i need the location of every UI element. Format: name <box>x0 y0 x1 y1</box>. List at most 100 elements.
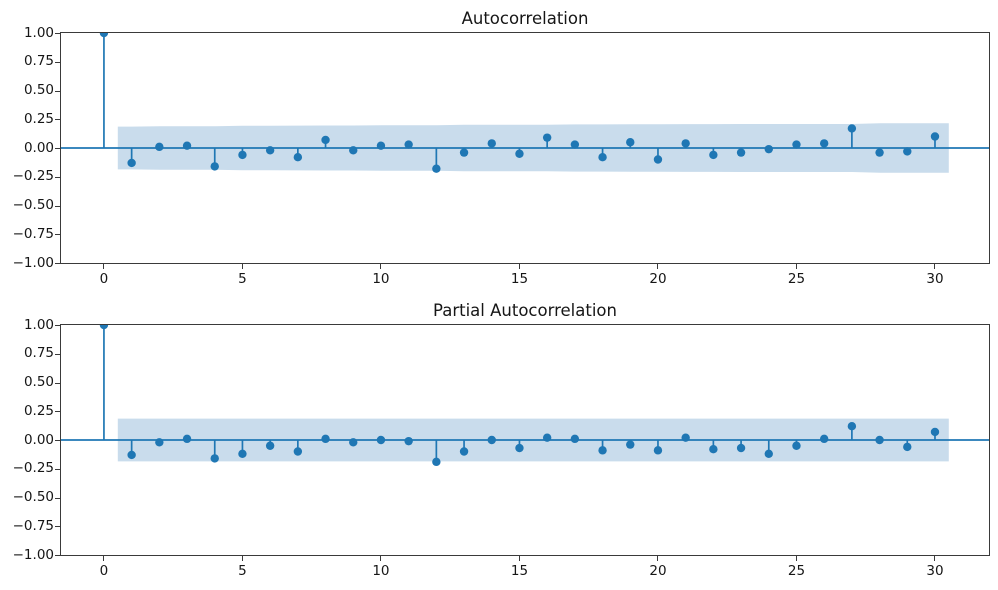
stem-marker <box>238 150 247 160</box>
stem-marker <box>819 434 829 444</box>
stem-marker <box>155 438 164 447</box>
stem-marker <box>736 148 746 157</box>
y-tick-mark <box>55 91 60 92</box>
stem-marker <box>709 150 718 160</box>
y-tick-mark <box>55 62 60 63</box>
stem-marker <box>238 449 247 458</box>
acf-plot-frame <box>60 32 990 264</box>
stem-marker <box>764 449 773 458</box>
y-tick-mark <box>55 263 60 264</box>
x-tick-label: 30 <box>926 563 944 579</box>
y-tick-mark <box>55 325 60 326</box>
y-tick-label: −0.50 <box>12 197 54 213</box>
stem-marker <box>847 124 857 133</box>
stem-marker <box>570 434 580 444</box>
pacf-stem-plot <box>61 325 989 467</box>
x-tick-mark <box>934 556 936 561</box>
x-tick-mark <box>380 264 382 269</box>
x-tick-label: 5 <box>238 563 247 579</box>
stem-marker <box>293 153 303 162</box>
y-tick-mark <box>55 383 60 384</box>
y-tick-mark <box>55 555 60 556</box>
y-tick-label: −0.25 <box>12 460 54 477</box>
pacf-title: Partial Autocorrelation <box>433 301 617 320</box>
y-tick-label: −1.00 <box>12 546 54 563</box>
stem-marker <box>376 435 386 445</box>
x-tick-label: 20 <box>649 271 667 287</box>
x-tick-mark <box>241 556 243 561</box>
stem-marker <box>487 139 496 148</box>
y-tick-mark <box>55 498 60 499</box>
x-tick-mark <box>795 264 797 269</box>
pacf-plot-frame <box>60 324 990 556</box>
y-tick-mark <box>55 440 60 441</box>
stem-marker <box>681 433 690 442</box>
stem-marker <box>404 436 413 446</box>
stem-marker <box>598 153 607 162</box>
stem-marker <box>653 155 663 164</box>
x-tick-label: 15 <box>510 271 529 287</box>
stem-marker <box>265 146 275 155</box>
stem-marker <box>404 140 413 149</box>
stem-marker <box>598 446 607 455</box>
y-tick-label: −0.50 <box>12 489 54 505</box>
stem-marker <box>349 146 358 155</box>
stem-marker <box>542 433 552 442</box>
stem-marker <box>792 441 801 450</box>
x-tick-mark <box>518 556 520 561</box>
y-tick-label: −1.00 <box>12 254 54 271</box>
y-tick-mark <box>55 411 60 412</box>
x-tick-label: 25 <box>787 271 806 287</box>
stem-marker <box>764 144 773 154</box>
x-tick-mark <box>934 264 936 269</box>
y-tick-mark <box>55 119 60 120</box>
stem-marker <box>265 441 275 450</box>
x-tick-mark <box>657 556 659 561</box>
y-tick-label: 0.00 <box>23 139 54 156</box>
stem-marker <box>182 141 192 150</box>
y-tick-label: 0.00 <box>23 431 54 448</box>
stem-marker <box>626 138 635 147</box>
y-tick-mark <box>55 148 60 149</box>
stem-marker <box>681 139 690 148</box>
stem-marker <box>127 158 136 168</box>
acf-stem-plot <box>61 33 989 173</box>
stem-marker <box>182 434 192 444</box>
stem-marker <box>709 445 718 454</box>
markers <box>99 33 940 173</box>
y-tick-mark <box>55 526 60 527</box>
y-tick-mark <box>55 234 60 235</box>
y-tick-label: 1.00 <box>23 24 54 41</box>
y-tick-mark <box>55 177 60 178</box>
acf-title: Autocorrelation <box>461 9 589 28</box>
stem-marker <box>875 148 884 157</box>
x-tick-label: 25 <box>787 563 806 579</box>
stem-marker <box>903 442 912 452</box>
stem-marker <box>875 435 884 445</box>
stem-marker <box>515 443 524 453</box>
stem-marker <box>349 438 358 447</box>
x-tick-label: 5 <box>238 271 247 287</box>
x-tick-mark <box>103 264 105 269</box>
stem-marker <box>819 139 829 148</box>
y-tick-label: 0.25 <box>23 110 54 127</box>
stem-marker <box>293 447 303 456</box>
x-tick-label: 10 <box>372 563 390 579</box>
stem-marker <box>459 148 469 157</box>
stem-marker <box>459 447 469 456</box>
x-tick-mark <box>241 264 243 269</box>
stem-marker <box>792 140 801 149</box>
stem-marker <box>432 457 441 467</box>
x-tick-mark <box>103 556 105 561</box>
x-tick-mark <box>380 556 382 561</box>
x-tick-mark <box>795 556 797 561</box>
x-tick-mark <box>518 264 520 269</box>
stem-marker <box>432 164 441 173</box>
stem-marker <box>736 443 746 453</box>
x-tick-label: 15 <box>510 563 529 579</box>
y-tick-label: 0.50 <box>23 374 54 390</box>
y-tick-label: −0.75 <box>12 225 54 242</box>
stem-marker <box>930 132 940 141</box>
y-tick-label: 0.50 <box>23 82 54 98</box>
